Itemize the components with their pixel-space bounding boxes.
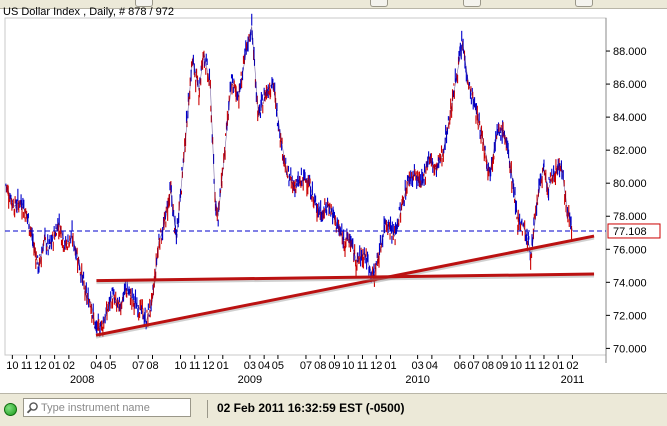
price-chart[interactable]: 70.000 72.000 74.000 76.000 78.000 80.000 82.0… — [0, 0, 667, 393]
trendline-shadow — [95, 236, 595, 339]
x-tick-label: 07 — [132, 360, 144, 372]
x-tick-label: 05 — [104, 360, 116, 372]
plot-frame — [4, 17, 607, 356]
horizontal-trendline — [96, 272, 595, 283]
x-tick-label: 04 — [90, 360, 102, 372]
toolbar-button[interactable] — [135, 0, 153, 7]
x-tick-label: 09 — [496, 360, 508, 372]
datetime-display: 02 Feb 2011 16:32:59 EST (-0500) — [217, 401, 405, 415]
x-tick-label: 01 — [217, 360, 229, 372]
x-tick-label: 12 — [202, 360, 214, 372]
x-tick-label: 10 — [6, 360, 18, 372]
status-bar: 02 Feb 2011 16:32:59 EST (-0500) — [0, 393, 667, 426]
support-trendline — [95, 234, 595, 337]
y-tick-label: 88.000 — [613, 46, 647, 58]
x-tick-label: 12 — [370, 360, 382, 372]
x-tick-label: 01 — [384, 360, 396, 372]
x-tick-label: 02 — [63, 360, 75, 372]
y-tick-label: 80.000 — [613, 178, 647, 190]
x-tick-label: 12 — [34, 360, 46, 372]
x-tick-label: 10 — [510, 360, 522, 372]
trendline-shadow — [96, 274, 595, 285]
status-separator — [207, 400, 208, 418]
x-tick-label: 06 — [454, 360, 466, 372]
x-tick-label: 08 — [146, 360, 158, 372]
x-tick-label: 05 — [272, 360, 284, 372]
x-tick-label: 03 — [411, 360, 423, 372]
y-tick-label: 72.000 — [613, 310, 647, 322]
window-title-bar — [0, 0, 667, 9]
y-tick-label: 82.000 — [613, 145, 647, 157]
price-line — [5, 26, 573, 331]
x-tick-label: 01 — [552, 360, 564, 372]
year-label: 2008 — [70, 374, 94, 386]
x-tick-label: 08 — [482, 360, 494, 372]
year-label: 2011 — [561, 374, 585, 386]
y-tick-label: 76.000 — [613, 244, 647, 256]
x-tick-label: 01 — [48, 360, 60, 372]
year-label: 2010 — [405, 374, 429, 386]
current-price-label: 77.108 — [613, 226, 647, 238]
x-tick-label: 04 — [426, 360, 438, 372]
x-tick-label: 10 — [342, 360, 354, 372]
toolbar-button[interactable] — [463, 0, 481, 7]
y-tick-label: 84.000 — [613, 112, 647, 124]
x-tick-label: 11 — [189, 360, 200, 372]
y-tick-label: 78.000 — [613, 211, 647, 223]
x-tick-label: 11 — [357, 360, 368, 372]
x-tick-label: 07 — [468, 360, 480, 372]
connection-status-icon — [4, 403, 17, 416]
toolbar-button[interactable] — [575, 0, 593, 7]
y-tick-label: 86.000 — [613, 79, 647, 91]
instrument-search-input[interactable] — [41, 400, 187, 415]
current-price-box — [607, 223, 661, 239]
y-tick-label: 70.000 — [613, 343, 647, 355]
x-tick-label: 04 — [258, 360, 270, 372]
x-tick-label: 02 — [566, 360, 578, 372]
x-tick-label: 07 — [300, 360, 312, 372]
price-bars — [5, 13, 573, 337]
y-tick-label: 74.000 — [613, 277, 647, 289]
x-tick-label: 11 — [524, 360, 535, 372]
x-tick-label: 11 — [21, 360, 32, 372]
x-tick-label: 09 — [328, 360, 340, 372]
x-tick-label: 08 — [314, 360, 326, 372]
x-tick-label: 12 — [538, 360, 550, 372]
instrument-search-box[interactable] — [23, 398, 191, 417]
x-tick-label: 10 — [174, 360, 186, 372]
year-label: 2009 — [238, 374, 262, 386]
toolbar-button[interactable] — [370, 0, 388, 7]
chart-title: US Dollar Index , Daily, # 878 / 972 — [3, 6, 174, 18]
x-tick-label: 03 — [244, 360, 256, 372]
search-icon — [26, 402, 38, 414]
